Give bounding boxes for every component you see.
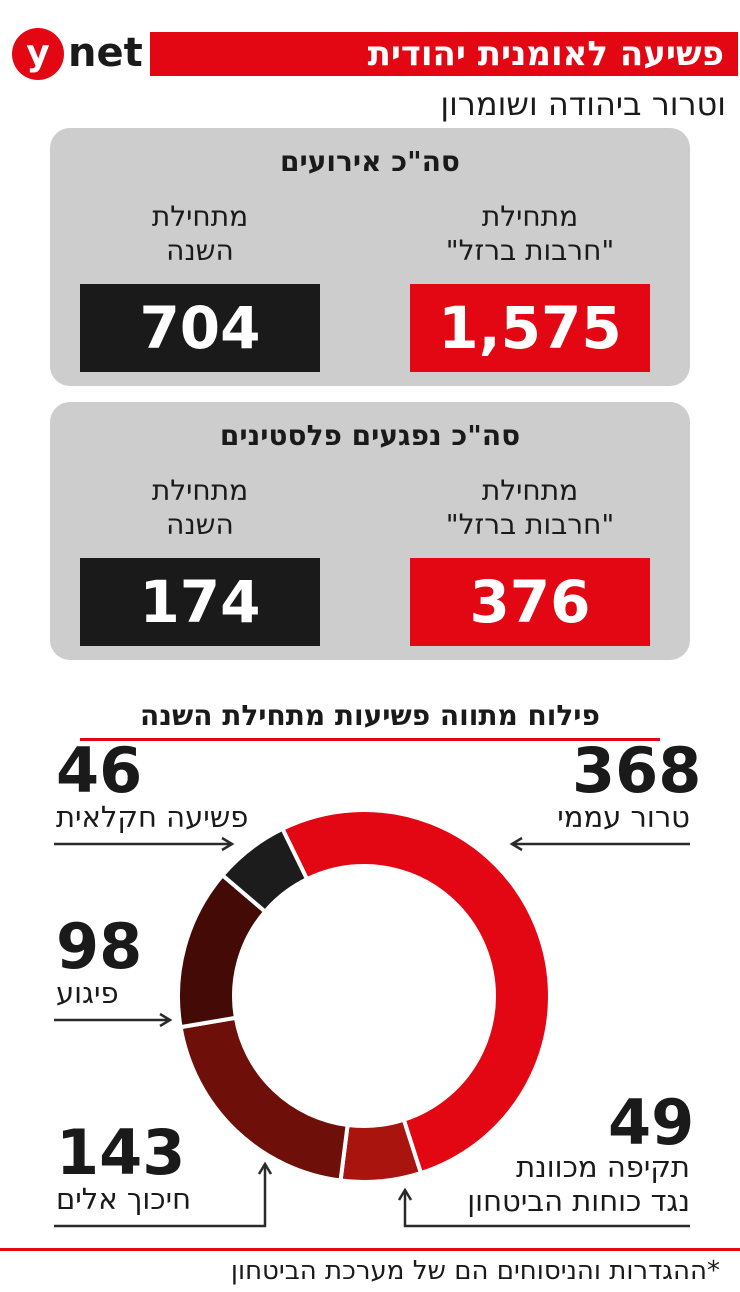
ynet-logo: y net — [12, 28, 143, 80]
injured-since-year-label: מתחילת השנה — [80, 474, 320, 542]
arrow-forces-attack — [403, 1190, 690, 1228]
injured-panel: סה"כ נפגעים פלסטינים מתחילת "חרבות ברזל"… — [50, 402, 690, 660]
arrow-agricultural-head — [221, 836, 235, 852]
events-since-war-label: מתחילת "חרבות ברזל" — [410, 200, 650, 268]
arrow-friction — [54, 1164, 267, 1228]
leader-arrows — [54, 836, 690, 1228]
injured-since-war-value: 376 — [410, 558, 650, 646]
arrow-forces-attack-head — [397, 1187, 413, 1201]
injured-since-year-label-line1: מתחילת — [151, 474, 249, 507]
footnote: *ההגדרות והניסוחים הם של מערכת הביטחון — [230, 1256, 720, 1286]
forces-attack-value: 49 — [608, 1086, 695, 1159]
injured-heading: סה"כ נפגעים פלסטינים — [219, 419, 521, 452]
events-since-war-label-line1: מתחילת — [481, 200, 579, 233]
logo-circle: y — [12, 28, 64, 80]
arrow-attack-head — [159, 1012, 173, 1028]
events-heading: סה"כ אירועים — [280, 145, 460, 178]
footer-rule — [0, 1248, 740, 1251]
forces-attack-label-line1: תקיפה מכוונת — [516, 1150, 690, 1184]
injured-since-war-label-line2: "חרבות ברזל" — [445, 508, 615, 541]
forces-attack-label-line2: נגד כוחות הביטחון — [467, 1184, 690, 1218]
injured-since-year-value: 174 — [80, 558, 320, 646]
donut-slices — [176, 808, 552, 1184]
popular-terror-value: 368 — [572, 734, 702, 807]
injured-since-year-label-line2: השנה — [166, 508, 234, 541]
events-since-year-label: מתחילת השנה — [80, 200, 320, 268]
friction-value: 143 — [56, 1116, 186, 1189]
breakdown-title: פילוח מתווה פשיעות מתחילת השנה — [140, 699, 600, 732]
attack-value: 98 — [56, 910, 143, 983]
breakdown-title-underline — [80, 738, 660, 741]
injured-since-war-label: מתחילת "חרבות ברזל" — [410, 474, 650, 542]
events-since-war-label-line2: "חרבות ברזל" — [445, 234, 615, 267]
events-since-year-label-line2: השנה — [166, 234, 234, 267]
popular-terror-label: טרור עממי — [557, 800, 690, 834]
slice-popular-terror — [279, 808, 552, 1176]
slice-forces-attack — [338, 1117, 424, 1184]
page-title: פשיעה לאומנית יהודית — [150, 32, 738, 76]
events-since-year-value: 704 — [80, 284, 320, 372]
slice-violent-friction — [178, 1015, 350, 1183]
arrow-popular-terror-head — [509, 836, 523, 852]
agricultural-label: פשיעה חקלאית — [56, 800, 249, 834]
attack-label: פיגוע — [56, 976, 119, 1010]
page-subtitle: וטרור ביהודה ושומרון — [440, 85, 726, 123]
injured-since-war-label-line1: מתחילת — [481, 474, 579, 507]
events-panel: סה"כ אירועים מתחילת "חרבות ברזל" מתחילת … — [50, 128, 690, 386]
slice-agricultural — [219, 826, 310, 915]
events-since-year-label-line1: מתחילת — [151, 200, 249, 233]
logo-text: net — [68, 30, 143, 76]
agricultural-value: 46 — [56, 734, 143, 807]
friction-label: חיכוך אלים — [56, 1182, 192, 1216]
events-since-war-value: 1,575 — [410, 284, 650, 372]
arrow-friction-head — [257, 1161, 273, 1175]
